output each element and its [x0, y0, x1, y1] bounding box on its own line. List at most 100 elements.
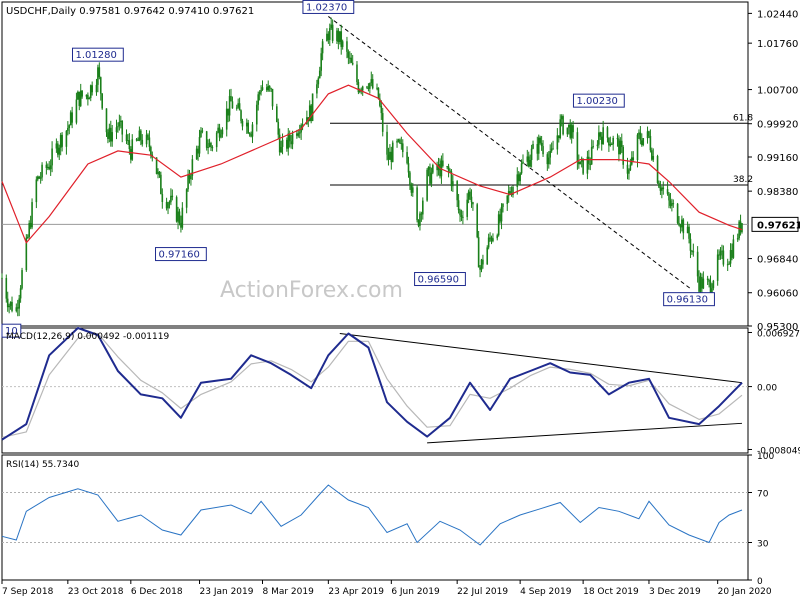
candle-body	[125, 134, 128, 142]
candle-body	[689, 238, 692, 251]
candle-body	[596, 144, 599, 147]
candle-body	[157, 171, 159, 174]
candle-body	[107, 132, 109, 139]
candle-body	[530, 148, 533, 161]
x-tick-label: 6 Jun 2019	[391, 587, 440, 597]
candle-body	[71, 112, 73, 123]
candle-body	[729, 250, 732, 264]
candle-body	[251, 124, 254, 137]
candle-body	[427, 166, 430, 170]
candle-body	[539, 137, 541, 143]
candle-body	[127, 140, 129, 142]
macd-signal-line	[1, 332, 743, 438]
candle-body	[170, 195, 172, 203]
rsi-tick-label: 0	[757, 577, 763, 587]
candle-body	[45, 164, 48, 168]
price-label-text: 1.01280	[75, 50, 116, 61]
candle-body	[145, 134, 148, 145]
candle-body	[516, 174, 519, 187]
price-title: USDCHF,Daily 0.97581 0.97642 0.97410 0.9…	[6, 6, 254, 17]
candle-body	[177, 211, 179, 222]
candle-body	[489, 237, 491, 239]
candle-body	[97, 67, 99, 85]
candle-body	[442, 160, 444, 167]
candle-body	[422, 200, 424, 215]
candle-body	[260, 90, 262, 93]
candle-body	[117, 126, 119, 128]
candle-body	[208, 142, 211, 148]
candle-body	[450, 171, 453, 187]
candle-body	[668, 193, 670, 201]
x-tick-label: 6 Dec 2018	[131, 587, 183, 597]
candle-body	[290, 141, 292, 145]
candle-body	[610, 144, 613, 146]
x-tick-label: 3 Dec 2019	[649, 587, 701, 597]
candle-body	[336, 30, 338, 41]
candle-body	[708, 279, 710, 282]
x-tick-label: 23 Jan 2019	[200, 587, 254, 597]
candle-body	[389, 151, 391, 160]
candle-body	[578, 162, 580, 165]
candle-body	[559, 119, 562, 138]
candle-body	[238, 103, 241, 111]
candle-body	[88, 97, 91, 100]
price-label-box	[414, 272, 466, 287]
candle-body	[215, 132, 218, 148]
candle-body	[367, 87, 370, 89]
candle-body	[646, 131, 649, 139]
candle-body	[589, 163, 592, 165]
candle-body	[542, 146, 544, 155]
candle-body	[649, 135, 652, 151]
candle-body	[200, 130, 202, 138]
candle-body	[296, 133, 298, 136]
candle-body	[682, 219, 685, 234]
price-label-box	[1, 323, 22, 338]
candle-body	[709, 281, 712, 293]
candle-body	[576, 132, 579, 163]
candle-body	[721, 250, 723, 252]
price-label-text: 0.97160	[159, 250, 200, 261]
candle-body	[492, 238, 494, 242]
candle-body	[547, 157, 550, 165]
candle-body	[696, 251, 699, 277]
candle-body	[616, 137, 619, 140]
candle-body	[658, 182, 660, 188]
candle-body	[228, 96, 231, 116]
candle-body	[467, 191, 470, 200]
candle-body	[409, 172, 411, 186]
candle-body	[379, 98, 381, 106]
candle-body	[688, 226, 690, 239]
price-label-text: 1.02370	[306, 2, 347, 13]
candle-body	[29, 223, 32, 228]
candle-body	[349, 57, 351, 59]
candle-body	[161, 194, 164, 202]
candle-body	[131, 139, 134, 160]
candle-body	[738, 221, 740, 239]
candle-body	[316, 84, 318, 94]
price-tick-label: 0.96840	[757, 255, 798, 266]
candle-body	[250, 134, 252, 137]
rsi-tick-label: 70	[757, 490, 769, 500]
candle-body	[711, 288, 713, 293]
candle-body	[341, 41, 344, 47]
candle-body	[417, 220, 420, 226]
candle-body	[380, 105, 383, 114]
candle-body	[529, 160, 531, 167]
candle-body	[666, 189, 669, 194]
candle-body	[626, 164, 629, 174]
candle-body	[138, 130, 141, 141]
candle-body	[629, 164, 632, 171]
candle-body	[496, 235, 499, 239]
candle-body	[572, 125, 574, 133]
candle-body	[407, 163, 410, 173]
candle-body	[706, 278, 709, 280]
candle-body	[678, 223, 680, 226]
candle-body	[95, 84, 98, 93]
candle-body	[732, 239, 735, 258]
candle-body	[9, 301, 12, 306]
candle-body	[519, 173, 521, 182]
candle-body	[620, 140, 623, 147]
candle-body	[1, 277, 3, 279]
candle-body	[480, 259, 483, 270]
